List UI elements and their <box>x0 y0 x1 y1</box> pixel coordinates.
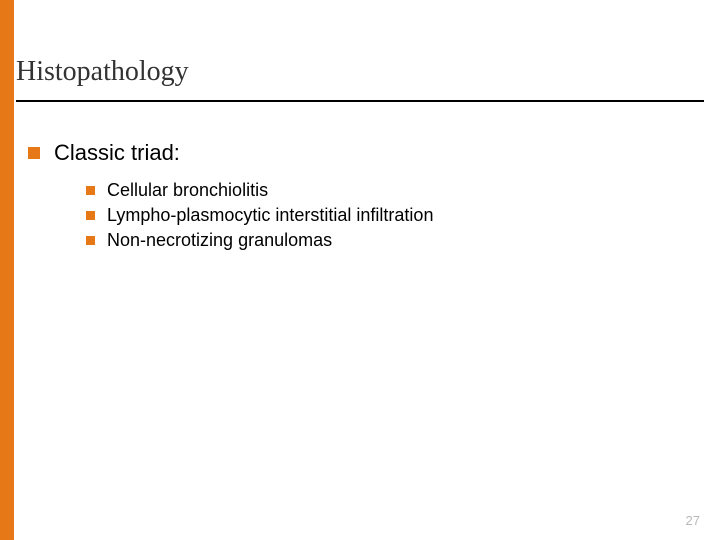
bullet-level2-text: Non-necrotizing granulomas <box>107 230 332 251</box>
title-area: Histopathology <box>16 56 189 88</box>
bullet-level2-text: Lympho-plasmocytic interstitial infiltra… <box>107 205 433 226</box>
square-bullet-icon <box>28 147 40 159</box>
slide: Histopathology Classic triad: Cellular b… <box>0 0 720 540</box>
square-bullet-icon <box>86 236 95 245</box>
bullet-level2: Cellular bronchiolitis <box>86 180 433 201</box>
bullet-level2: Lympho-plasmocytic interstitial infiltra… <box>86 205 433 226</box>
bullet-level2: Non-necrotizing granulomas <box>86 230 433 251</box>
bullet-level1-text: Classic triad: <box>54 140 180 166</box>
page-number: 27 <box>686 513 700 528</box>
bullet-level1: Classic triad: <box>28 140 433 166</box>
left-accent-bar <box>0 0 14 540</box>
slide-title: Histopathology <box>16 56 189 88</box>
bullet-level2-group: Cellular bronchiolitis Lympho-plasmocyti… <box>86 180 433 251</box>
title-underline <box>16 100 704 102</box>
bullet-level2-text: Cellular bronchiolitis <box>107 180 268 201</box>
content-area: Classic triad: Cellular bronchiolitis Ly… <box>28 140 433 255</box>
square-bullet-icon <box>86 211 95 220</box>
square-bullet-icon <box>86 186 95 195</box>
